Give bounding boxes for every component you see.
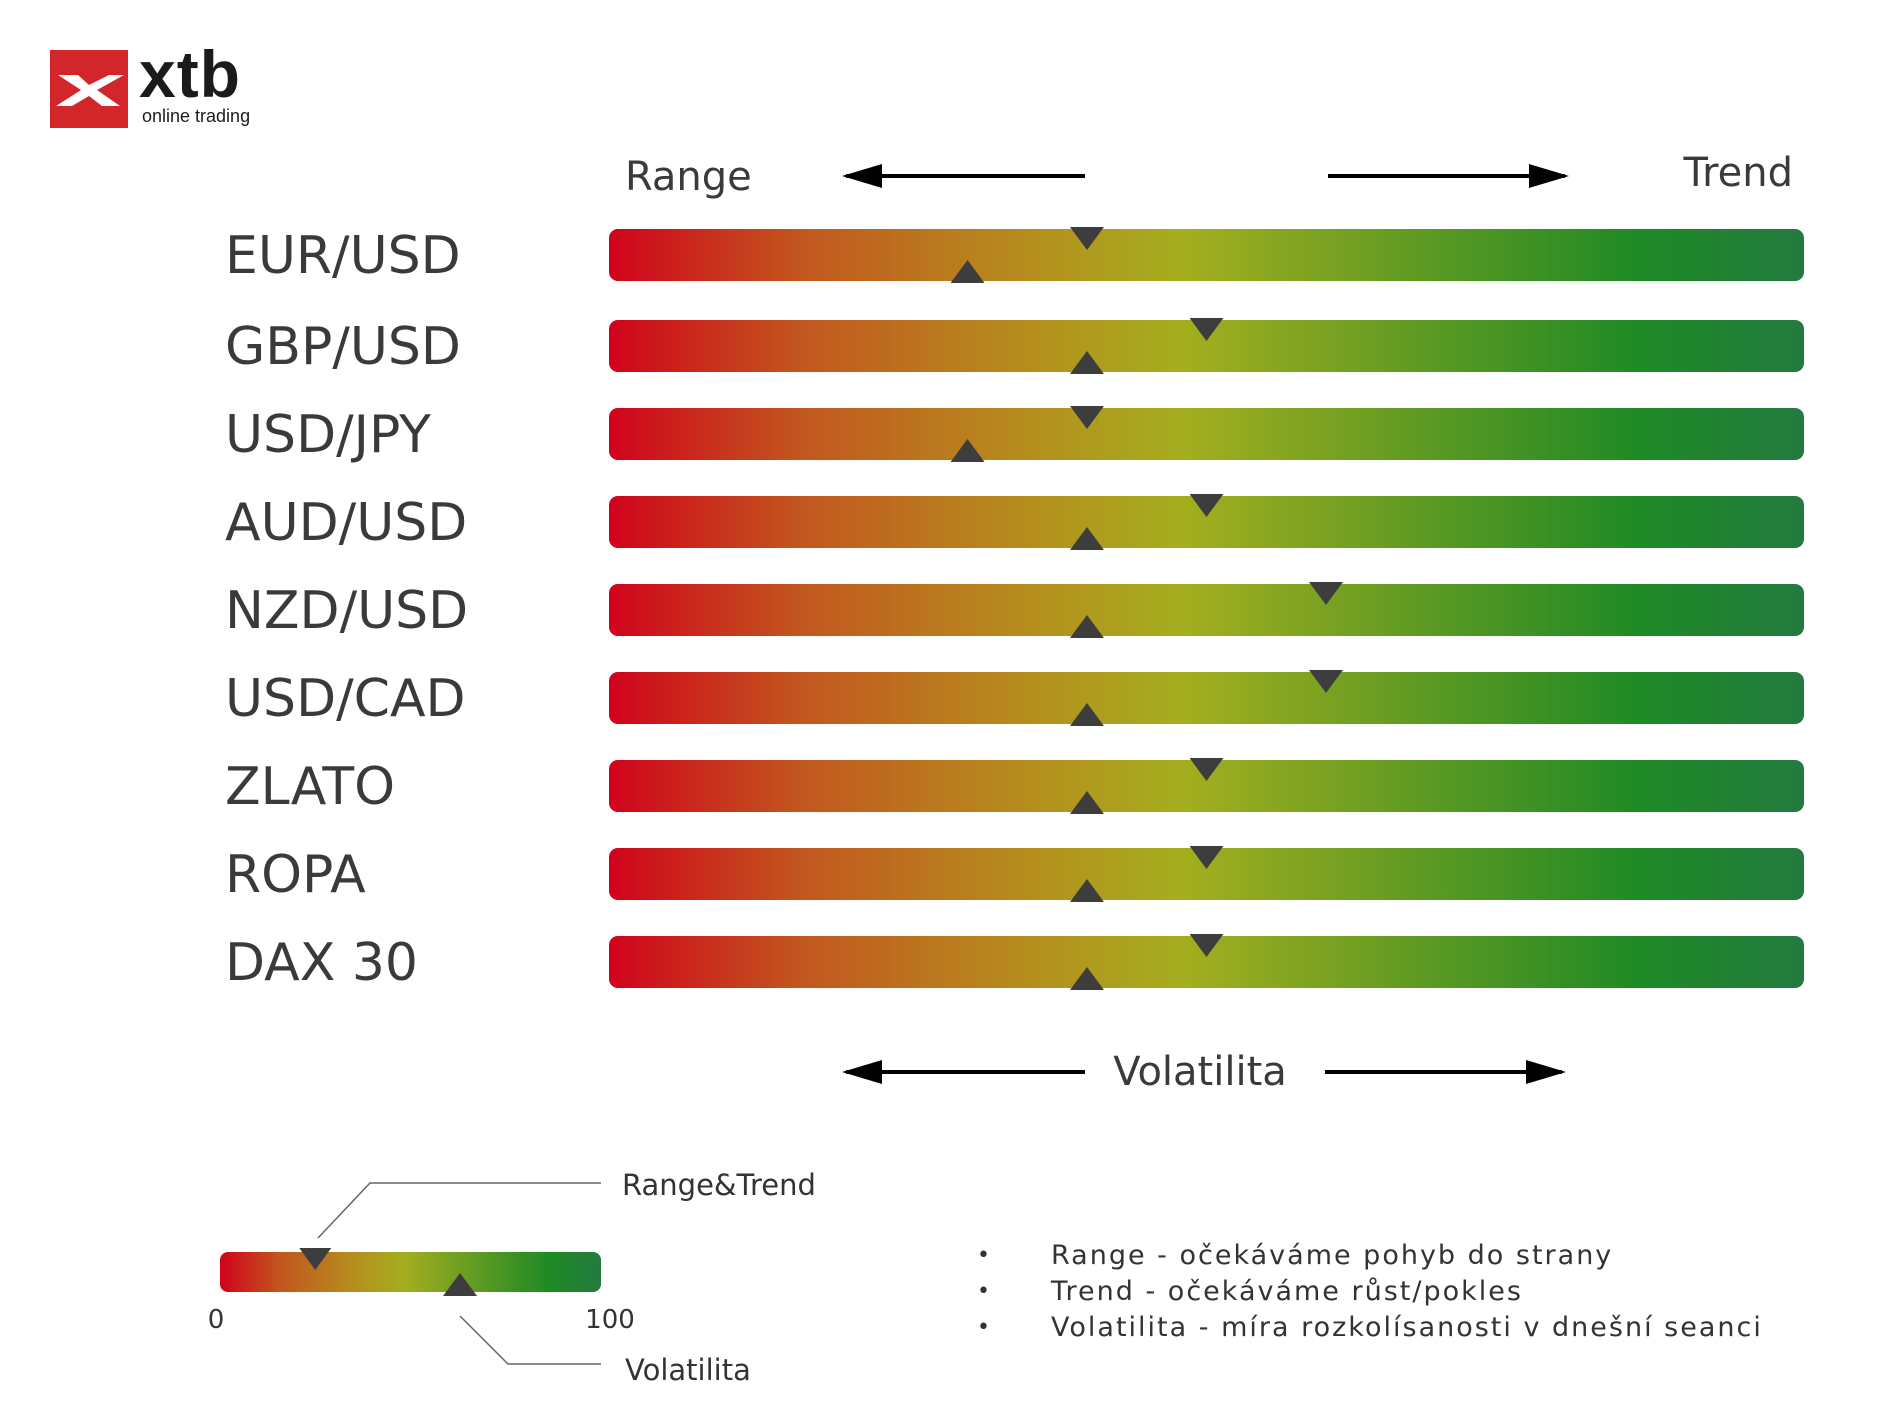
legend-item: • Range - očekáváme pohyb do strany: [965, 1238, 1763, 1274]
bullet: •: [977, 1243, 992, 1268]
logo-mark: [50, 50, 128, 128]
example-key: 0 100 Range&Trend Volatilita: [208, 1168, 816, 1387]
example-bar: [220, 1252, 601, 1292]
bullet: •: [977, 1315, 992, 1340]
example-range-trend-marker: [299, 1248, 332, 1270]
legend-item: • Volatilita - míra rozkolísanosti v dneš…: [965, 1310, 1763, 1346]
trend-label: Trend: [1683, 150, 1793, 196]
range-trend-marker: [1189, 494, 1224, 517]
x-logo-icon: [56, 75, 124, 106]
volatility-marker: [1070, 351, 1104, 374]
gauge-bar: [609, 672, 1804, 724]
example-volatility-marker: [443, 1273, 478, 1296]
logo-name: xtb: [139, 37, 241, 111]
volatility-marker: [1070, 791, 1104, 814]
volatility-leader: [459, 1315, 601, 1365]
gauge-bar: [609, 320, 1804, 372]
instrument-label: USD/JPY: [225, 405, 431, 465]
legend-item-text: Range - očekáváme pohyb do strany: [1051, 1240, 1614, 1271]
instrument-label: GBP/USD: [225, 317, 461, 377]
legend-item-text: Trend - očekáváme růst/pokles: [1051, 1276, 1523, 1307]
volatility-marker: [1070, 879, 1104, 902]
volatility-marker: [950, 260, 985, 283]
legend-item: • Trend - očekáváme růst/pokles: [965, 1274, 1763, 1310]
volatility-label: Volatilita: [1113, 1049, 1287, 1095]
range-trend-marker: [1189, 318, 1224, 341]
instrument-label: ZLATO: [225, 757, 395, 817]
example-range-trend-label: Range&Trend: [622, 1168, 816, 1202]
volatility-marker: [950, 439, 985, 462]
logo-tagline: online trading: [142, 106, 251, 126]
range-trend-leader: [317, 1182, 601, 1239]
gauge-bar: [609, 584, 1804, 636]
gauge-bar: [609, 408, 1804, 460]
instrument-label: DAX 30: [225, 933, 418, 993]
instrument-label: ROPA: [225, 845, 366, 905]
xtb-logo: xtb online trading: [50, 37, 260, 130]
volatility-marker: [1070, 615, 1104, 638]
instrument-label: NZD/USD: [225, 581, 468, 641]
instrument-label: EUR/USD: [225, 226, 461, 286]
legend-list: • Range - očekáváme pohyb do strany • Tren…: [965, 1238, 1763, 1346]
gauge-bar: [609, 229, 1804, 281]
gauge-bar: [609, 848, 1804, 900]
legend-item-text: Volatilita - míra rozkolísanosti v dnešn…: [1051, 1312, 1763, 1343]
gauge-bar: [609, 760, 1804, 812]
range-trend-marker: [1309, 582, 1343, 605]
range-trend-marker: [1189, 758, 1224, 781]
volatility-marker: [1070, 703, 1104, 726]
range-trend-marker: [1189, 846, 1224, 869]
range-trend-marker: [1189, 934, 1224, 957]
volatility-marker: [1070, 967, 1104, 990]
range-trend-marker: [1070, 227, 1104, 250]
bullet: •: [977, 1279, 992, 1304]
gauge-bar: [609, 496, 1804, 548]
instrument-rows: EUR/USD GBP/USD USD/JPY AUD/USD NZD/USD USD/C…: [225, 226, 1804, 993]
example-min-label: 0: [208, 1305, 225, 1335]
range-label: Range: [625, 154, 752, 200]
gauge-bar: [609, 936, 1804, 988]
instrument-label: USD/CAD: [225, 669, 466, 729]
range-trend-marker: [1070, 406, 1104, 429]
volatility-marker: [1070, 527, 1104, 550]
range-trend-marker: [1309, 670, 1343, 693]
example-volatility-label: Volatilita: [625, 1353, 751, 1387]
instrument-label: AUD/USD: [225, 493, 467, 553]
example-max-label: 100: [585, 1305, 635, 1335]
